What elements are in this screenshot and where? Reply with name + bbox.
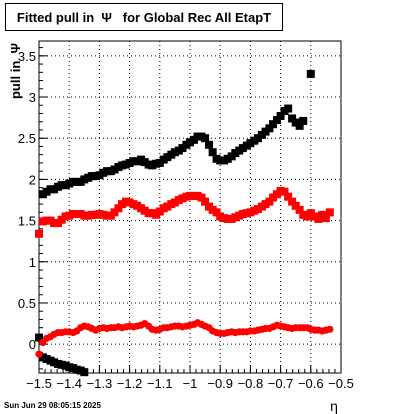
data-point [265,124,274,133]
x-tick-label: −1.5 [26,376,52,391]
x-tick-label: −0.6 [298,376,324,391]
data-point [291,201,300,210]
y-tick-label: 2 [29,172,36,187]
data-point [265,197,274,206]
data-point [276,111,285,120]
x-tick-label: −0.5 [328,376,354,391]
chart-title-box: Fitted pull in Ψ for Global Rec All Etap… [5,3,283,31]
x-axis-label: η [330,398,338,414]
data-point [212,208,221,217]
x-tick-label: −0.7 [268,376,294,391]
data-point [284,104,293,113]
data-point [314,214,323,223]
data-point [284,192,293,201]
data-point [295,205,304,214]
data-point [110,208,119,217]
data-point [201,134,210,143]
data-point [288,114,297,123]
y-axis-label: pull in Ψ [8,43,23,99]
data-point [114,204,123,213]
data-point [325,208,334,217]
y-tick-label: 0 [29,337,36,352]
points-layer [35,69,334,377]
y-tick-label: 2.5 [18,131,36,146]
data-point [272,116,281,125]
data-point [326,325,334,333]
data-point [269,120,278,129]
data-point [295,121,304,130]
data-point [35,333,43,342]
y-tick-label: 3 [29,90,36,105]
data-point [299,116,308,125]
grid-layer [39,41,341,373]
data-point [306,69,315,78]
x-tick-label: −0.9 [207,376,233,391]
data-point [280,187,289,196]
data-point [35,229,43,238]
y-tick-label: 1.5 [18,214,36,229]
data-point [201,197,210,206]
chart-title: Fitted pull in Ψ for Global Rec All Etap… [16,10,272,25]
y-tick-label: 3.5 [18,49,36,64]
labels-layer: −1.5 −1.4 −1.3 −1.2 −1.1 −1 −0.9 −0.8 −0.7 −0.6 −0… [18,49,354,391]
data-point [35,350,43,358]
x-tick-label: −1.3 [87,376,113,391]
x-tick-label: −1 [183,376,198,391]
x-tick-label: −0.8 [238,376,264,391]
data-point [205,140,214,149]
data-point [80,368,89,377]
data-point [208,148,217,157]
y-tick-label: 1 [29,255,36,270]
x-tick-label: −1.2 [117,376,143,391]
data-point [321,214,330,223]
data-point [197,193,206,202]
x-tick-label: −1.1 [147,376,173,391]
y-tick-label: 0.5 [18,296,36,311]
datestamp: Sun Jun 29 08:05:15 2025 [4,401,101,410]
x-tick-label: −1.4 [56,376,82,391]
data-point [288,197,297,206]
